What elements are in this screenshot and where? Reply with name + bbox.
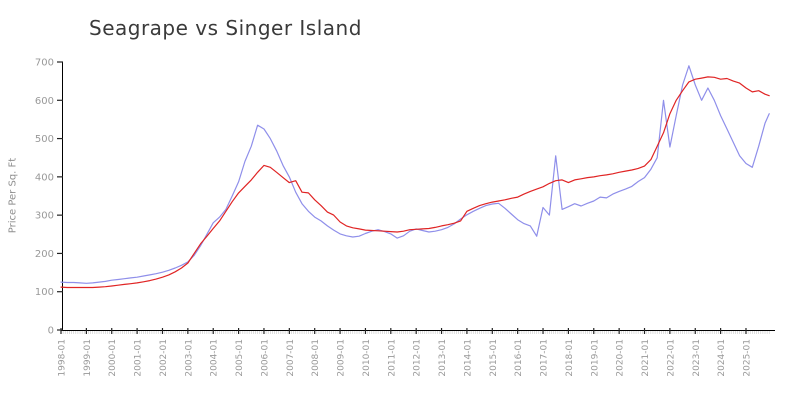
series-line-seagrape	[60, 65, 770, 284]
x-tick-label: 2025-01	[742, 339, 752, 377]
x-tick-label: 2022-01	[666, 339, 676, 377]
x-tick-label: 2017-01	[540, 339, 550, 377]
x-tick-label: 2012-01	[413, 339, 423, 377]
chart-title: Seagrape vs Singer Island	[89, 16, 362, 40]
x-tick-label: 2020-01	[616, 339, 626, 377]
x-tick-label: 2013-01	[438, 339, 448, 377]
y-tick-label: 200	[35, 249, 54, 260]
y-tick-label: 500	[35, 134, 54, 145]
y-tick-label: 300	[35, 211, 54, 222]
x-tick-label: 2004-01	[210, 339, 220, 377]
x-tick-label: 2018-01	[565, 339, 575, 377]
x-tick-label: 2001-01	[134, 339, 144, 377]
y-tick-label: 400	[35, 172, 54, 183]
x-tick-label: 2009-01	[337, 339, 347, 377]
x-tick-label: 2023-01	[692, 339, 702, 377]
x-tick-label: 2007-01	[286, 339, 296, 377]
x-tick-label: 2024-01	[717, 339, 727, 377]
x-tick-label: 2021-01	[641, 339, 651, 377]
x-tick-label: 2010-01	[362, 339, 372, 377]
y-tick-label: 100	[35, 287, 54, 298]
x-tick-label: 1998-01	[58, 339, 68, 377]
x-tick-label: 2000-01	[108, 339, 118, 377]
x-tick-label: 2011-01	[387, 339, 397, 377]
x-tick-label: 2015-01	[489, 339, 499, 377]
y-tick-label: 600	[35, 96, 54, 107]
series-line-singer-island	[60, 76, 770, 289]
x-tick-label: 2005-01	[235, 339, 245, 377]
y-tick-label: 700	[35, 58, 54, 69]
x-tick-label: 2003-01	[184, 339, 194, 377]
x-tick-label: 2014-01	[463, 339, 473, 377]
x-tick-label: 1999-01	[83, 339, 93, 377]
x-tick-label: 2002-01	[159, 339, 169, 377]
x-tick-label: 2016-01	[514, 339, 524, 377]
x-tick-label: 2008-01	[311, 339, 321, 377]
x-tick-label: 2006-01	[260, 339, 270, 377]
x-tick-label: 2019-01	[590, 339, 600, 377]
y-tick-label: 0	[48, 326, 54, 337]
